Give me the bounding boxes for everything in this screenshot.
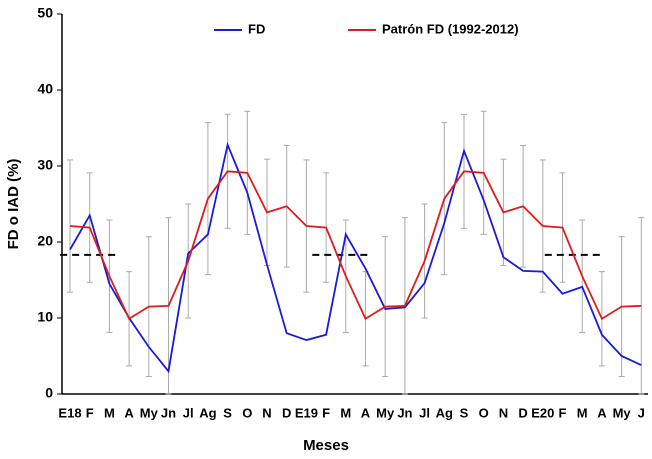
x-tick-label: Ag <box>436 405 453 420</box>
x-tick-label: S <box>223 405 232 420</box>
x-tick-label: M <box>577 405 588 420</box>
y-tick-label: 30 <box>37 157 53 173</box>
x-tick-label: Ag <box>199 405 216 420</box>
x-tick-label: Jl <box>183 405 194 420</box>
y-tick-label: 20 <box>37 233 53 249</box>
x-tick-label: O <box>479 405 489 420</box>
x-tick-label: M <box>340 405 351 420</box>
y-tick-label: 50 <box>37 5 53 21</box>
series-line <box>69 170 642 321</box>
x-axis-label: Meses <box>303 437 349 454</box>
x-tick-label: E19 <box>295 405 318 420</box>
legend-label: Patrón FD (1992-2012) <box>382 21 519 36</box>
x-tick-label: My <box>376 405 395 420</box>
legend-label: FD <box>248 21 265 36</box>
x-tick-label: Jn <box>161 405 176 420</box>
x-tick-label: J <box>638 405 645 420</box>
x-tick-label: Jl <box>419 405 430 420</box>
x-tick-label: S <box>460 405 469 420</box>
x-tick-label: O <box>242 405 252 420</box>
x-tick-label: N <box>262 405 271 420</box>
x-tick-label: My <box>140 405 159 420</box>
x-tick-label: D <box>518 405 527 420</box>
x-tick-label: N <box>499 405 508 420</box>
x-tick-label: E20 <box>531 405 554 420</box>
x-tick-label: A <box>597 405 607 420</box>
x-tick-label: Jn <box>397 405 412 420</box>
x-tick-label: F <box>86 405 94 420</box>
y-tick-label: 10 <box>37 309 53 325</box>
x-tick-label: A <box>361 405 371 420</box>
y-tick-label: 0 <box>45 385 53 401</box>
x-tick-label: F <box>559 405 567 420</box>
x-tick-label: A <box>124 405 134 420</box>
y-tick-label: 40 <box>37 81 53 97</box>
x-tick-label: D <box>282 405 291 420</box>
series-line <box>69 141 642 374</box>
y-axis-label: FD o IAD (%) <box>5 159 22 250</box>
x-tick-label: E18 <box>58 405 81 420</box>
x-tick-label: My <box>613 405 632 420</box>
x-tick-label: M <box>104 405 115 420</box>
x-tick-label: F <box>322 405 330 420</box>
